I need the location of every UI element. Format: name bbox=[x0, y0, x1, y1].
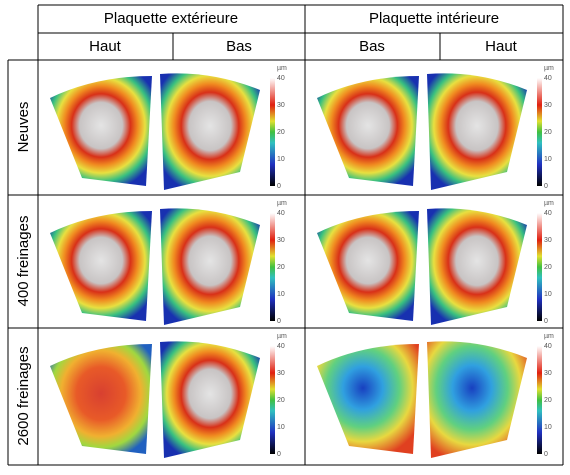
colorbar-tick-label: 20 bbox=[544, 264, 552, 271]
colorbar-tick-label: 10 bbox=[277, 156, 285, 163]
brake-pad-surface bbox=[317, 211, 419, 321]
colorbar-tick-label: 40 bbox=[277, 75, 285, 82]
column-header: Bas bbox=[359, 38, 385, 55]
colorbar-unit: µm bbox=[277, 200, 287, 207]
colorbar-tick-label: 0 bbox=[277, 318, 281, 325]
row-header: 400 freinages bbox=[15, 216, 32, 307]
colorbar-tick-label: 40 bbox=[277, 343, 285, 350]
colorbar-tick-label: 30 bbox=[277, 237, 285, 244]
colorbar-unit: µm bbox=[544, 333, 554, 340]
brake-pad-surface bbox=[160, 208, 260, 325]
colorbar-tick-label: 10 bbox=[544, 156, 552, 163]
colorbar-tick-label: 20 bbox=[544, 397, 552, 404]
column-header: Haut bbox=[485, 38, 518, 55]
colorbar-tick-label: 10 bbox=[277, 291, 285, 298]
group-header: Plaquette extérieure bbox=[104, 10, 238, 27]
brake-pad-surface bbox=[427, 341, 527, 458]
colorbar-tick-label: 10 bbox=[544, 291, 552, 298]
brake-pad-surface bbox=[317, 76, 419, 186]
brake-pad-surface bbox=[50, 76, 152, 186]
colorbar-unit: µm bbox=[544, 200, 554, 207]
colorbar-tick-label: 10 bbox=[544, 424, 552, 431]
colorbar-tick-label: 0 bbox=[277, 183, 281, 190]
brake-pad-surface bbox=[50, 211, 152, 321]
row-header: 2600 freinages bbox=[15, 346, 32, 445]
colorbar-tick-label: 30 bbox=[277, 102, 285, 109]
colorbar bbox=[537, 78, 542, 186]
column-header: Bas bbox=[226, 38, 252, 55]
colorbar-tick-label: 20 bbox=[277, 264, 285, 271]
colorbar-tick-label: 40 bbox=[544, 210, 552, 217]
brake-pad-surface bbox=[160, 341, 260, 458]
colorbar bbox=[537, 346, 542, 454]
colorbar-tick-label: 30 bbox=[277, 370, 285, 377]
brake-pad-surface bbox=[317, 344, 419, 454]
colorbar-tick-label: 0 bbox=[544, 451, 548, 458]
colorbar-unit: µm bbox=[544, 65, 554, 72]
colorbar-tick-label: 0 bbox=[544, 318, 548, 325]
brake-pad-surface bbox=[427, 208, 527, 325]
colorbar bbox=[270, 346, 275, 454]
colorbar-tick-label: 20 bbox=[277, 129, 285, 136]
colorbar bbox=[537, 213, 542, 321]
colorbar-tick-label: 20 bbox=[277, 397, 285, 404]
brake-pad-surface bbox=[160, 73, 260, 190]
grid-lines bbox=[7, 4, 564, 466]
colorbar-unit: µm bbox=[277, 333, 287, 340]
brake-pad-surface bbox=[427, 73, 527, 190]
colorbar-tick-label: 0 bbox=[544, 183, 548, 190]
colorbar-tick-label: 40 bbox=[544, 343, 552, 350]
row-header: Neuves bbox=[15, 102, 32, 153]
colorbar-tick-label: 30 bbox=[544, 102, 552, 109]
colorbar-tick-label: 40 bbox=[277, 210, 285, 217]
column-header: Haut bbox=[89, 38, 122, 55]
colorbar bbox=[270, 213, 275, 321]
colorbar-tick-label: 30 bbox=[544, 370, 552, 377]
colorbar-tick-label: 40 bbox=[544, 75, 552, 82]
colorbar-tick-label: 0 bbox=[277, 451, 281, 458]
group-header: Plaquette intérieure bbox=[369, 10, 499, 27]
colorbar-tick-label: 30 bbox=[544, 237, 552, 244]
colorbar-tick-label: 20 bbox=[544, 129, 552, 136]
colorbar-tick-label: 10 bbox=[277, 424, 285, 431]
brake-pad-surface bbox=[50, 344, 152, 454]
colorbar-unit: µm bbox=[277, 65, 287, 72]
colorbar bbox=[270, 78, 275, 186]
